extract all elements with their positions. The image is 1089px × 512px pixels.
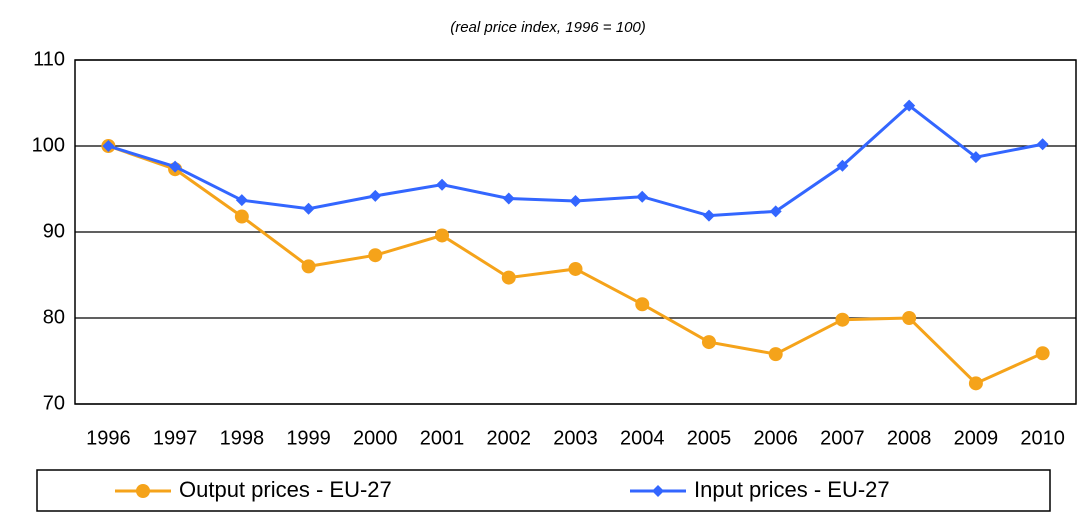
- data-point: [302, 202, 315, 215]
- x-tick-label: 2002: [487, 427, 532, 449]
- data-point: [768, 347, 783, 362]
- data-point: [169, 160, 182, 173]
- data-point: [569, 195, 582, 208]
- legend-label: Input prices - EU-27: [694, 477, 890, 502]
- legend-marker: [652, 485, 664, 497]
- data-point: [436, 178, 449, 191]
- x-tick-label: 2007: [820, 427, 865, 449]
- y-tick-label: 90: [43, 220, 65, 242]
- data-point: [968, 376, 983, 391]
- data-point: [903, 99, 916, 112]
- data-point: [1036, 138, 1049, 151]
- x-tick-label: 2010: [1020, 427, 1065, 449]
- data-point: [836, 159, 849, 172]
- legend-box: [36, 469, 1051, 512]
- y-tick-label: 110: [33, 48, 65, 70]
- x-tick-label: 2005: [687, 427, 732, 449]
- x-tick-label: 1996: [86, 427, 131, 449]
- data-point: [635, 297, 650, 312]
- legend-marker: [136, 484, 150, 498]
- x-tick-label: 1998: [220, 427, 265, 449]
- y-tick-label: 70: [43, 392, 65, 414]
- data-point: [235, 194, 248, 207]
- data-point: [769, 205, 782, 218]
- legend-label: Output prices - EU-27: [179, 477, 392, 502]
- data-point: [568, 261, 583, 276]
- x-tick-label: 1997: [153, 427, 198, 449]
- data-point: [835, 312, 850, 327]
- data-point: [1035, 346, 1050, 361]
- data-point: [902, 311, 917, 325]
- data-point: [369, 189, 382, 202]
- x-tick-label: 2009: [954, 427, 999, 449]
- x-tick-label: 2004: [620, 427, 665, 449]
- x-tick-label: 2008: [887, 427, 932, 449]
- data-point: [368, 248, 383, 263]
- x-tick-label: 2003: [553, 427, 598, 449]
- data-point: [969, 151, 982, 164]
- chart-subtitle: (real price index, 1996 = 100): [450, 19, 646, 36]
- x-tick-label: 1999: [286, 427, 331, 449]
- x-tick-label: 2001: [420, 427, 465, 449]
- data-point: [502, 192, 515, 205]
- data-point: [301, 259, 316, 274]
- data-point: [702, 209, 715, 222]
- data-point: [636, 190, 649, 203]
- data-point: [234, 209, 249, 224]
- data-point: [435, 228, 450, 243]
- y-tick-label: 100: [32, 134, 65, 156]
- x-tick-label: 2000: [353, 427, 398, 449]
- data-point: [701, 335, 716, 350]
- x-tick-label: 2006: [753, 427, 798, 449]
- y-tick-label: 80: [43, 306, 65, 328]
- data-point: [501, 270, 516, 285]
- data-point: [102, 140, 115, 152]
